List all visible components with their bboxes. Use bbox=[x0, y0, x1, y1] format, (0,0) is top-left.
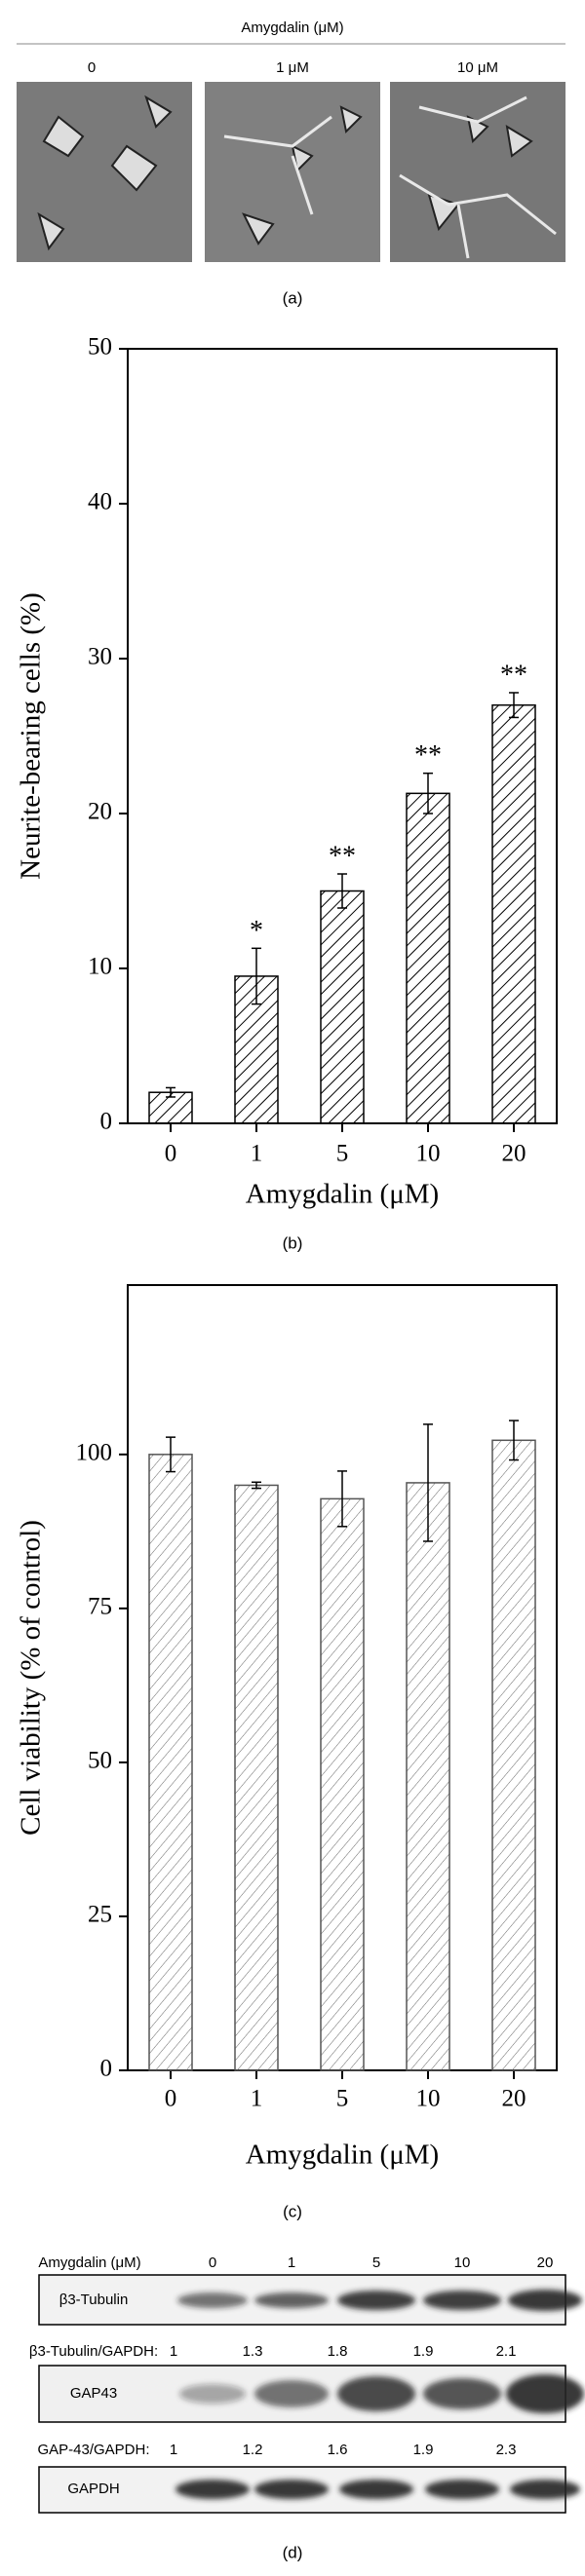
x-axis-label: Amygdalin (μM) bbox=[246, 2140, 439, 2171]
bar bbox=[406, 792, 450, 1124]
significance-label: * bbox=[250, 916, 263, 946]
error-bar bbox=[337, 873, 347, 909]
significance-label: ** bbox=[500, 660, 527, 690]
panel-caption: (a) bbox=[283, 288, 303, 307]
y-tick-label: 75 bbox=[88, 1594, 112, 1620]
significance-label: ** bbox=[329, 841, 356, 871]
micrograph-label: 10 μM bbox=[457, 59, 498, 76]
panel-caption: (d) bbox=[283, 2543, 303, 2561]
panel-d-title: Amygdalin (μM) bbox=[38, 2254, 140, 2271]
ratio-value: 1.9 bbox=[413, 2343, 434, 2360]
panel-caption: (c) bbox=[283, 2202, 302, 2220]
y-tick-label: 0 bbox=[100, 2056, 113, 2082]
micrograph-label: 1 μM bbox=[276, 59, 309, 76]
ratio-value: 2.1 bbox=[496, 2343, 517, 2360]
y-tick-label: 10 bbox=[88, 954, 112, 980]
x-tick-label: 10 bbox=[416, 1141, 441, 1167]
y-tick-label: 25 bbox=[88, 1902, 112, 1928]
significance-label: ** bbox=[414, 740, 442, 771]
y-tick-label: 50 bbox=[88, 1748, 112, 1774]
ratio-value: 1 bbox=[170, 2442, 177, 2458]
x-tick-label: 5 bbox=[336, 2086, 349, 2112]
y-tick-label: 40 bbox=[88, 489, 112, 515]
lane-label: 20 bbox=[537, 2254, 554, 2271]
blot-label: GAP43 bbox=[70, 2385, 117, 2402]
error-bar bbox=[252, 947, 261, 1005]
y-tick-label: 0 bbox=[100, 1109, 113, 1135]
panel-caption: (b) bbox=[283, 1233, 303, 1252]
x-tick-label: 5 bbox=[336, 1141, 349, 1167]
micrographs bbox=[17, 82, 566, 262]
y-tick-label: 100 bbox=[76, 1440, 113, 1466]
x-tick-label: 20 bbox=[502, 1141, 526, 1167]
x-axis-label: Amygdalin (μM) bbox=[246, 1179, 439, 1210]
lane-label: 10 bbox=[454, 2254, 471, 2271]
micrograph-label: 0 bbox=[88, 59, 96, 76]
x-tick-label: 1 bbox=[251, 2086, 263, 2112]
y-axis-label: Neurite-bearing cells (%) bbox=[16, 592, 47, 880]
ratio-value: 1.8 bbox=[328, 2343, 348, 2360]
bar bbox=[491, 1439, 536, 2071]
ratio-value: 1.9 bbox=[413, 2442, 434, 2458]
y-tick-label: 20 bbox=[88, 799, 112, 825]
x-tick-label: 20 bbox=[502, 2086, 526, 2112]
x-tick-label: 10 bbox=[416, 2086, 441, 2112]
ratio-value: 1 bbox=[170, 2343, 177, 2360]
ratio-value: 1.2 bbox=[243, 2442, 263, 2458]
blots bbox=[38, 2274, 584, 2514]
x-tick-label: 0 bbox=[165, 1141, 177, 1167]
lane-label: 5 bbox=[372, 2254, 380, 2271]
error-bar bbox=[252, 1481, 261, 1490]
error-bar bbox=[423, 1423, 433, 1542]
bar bbox=[234, 1484, 279, 2071]
y-axis-label: Cell viability (% of control) bbox=[16, 1520, 47, 1836]
ratio-value: 2.3 bbox=[496, 2442, 517, 2458]
bar bbox=[491, 703, 536, 1124]
error-bar bbox=[509, 692, 519, 719]
lane-label: 0 bbox=[209, 2254, 216, 2271]
bar bbox=[320, 1497, 365, 2071]
y-tick-label: 50 bbox=[88, 334, 112, 360]
bar bbox=[406, 1482, 450, 2071]
blot-label: β3-Tubulin bbox=[59, 2292, 129, 2308]
error-bar bbox=[337, 1470, 347, 1528]
error-bar bbox=[166, 1086, 176, 1098]
bar bbox=[148, 1454, 193, 2071]
y-tick-label: 30 bbox=[88, 644, 112, 670]
bar bbox=[320, 890, 365, 1124]
lane-label: 1 bbox=[288, 2254, 295, 2271]
blot-label: GAPDH bbox=[67, 2481, 119, 2497]
error-bar bbox=[166, 1436, 176, 1473]
ratio-value: 1.6 bbox=[328, 2442, 348, 2458]
ratio-value: 1.3 bbox=[243, 2343, 263, 2360]
error-bar bbox=[509, 1420, 519, 1461]
ratio-label: GAP-43/GAPDH: bbox=[37, 2442, 149, 2458]
error-bar bbox=[423, 772, 433, 814]
panel-a-title: Amygdalin (μM) bbox=[241, 19, 343, 36]
ratio-label: β3-Tubulin/GAPDH: bbox=[29, 2343, 158, 2360]
x-tick-label: 1 bbox=[251, 1141, 263, 1167]
x-tick-label: 0 bbox=[165, 2086, 177, 2112]
